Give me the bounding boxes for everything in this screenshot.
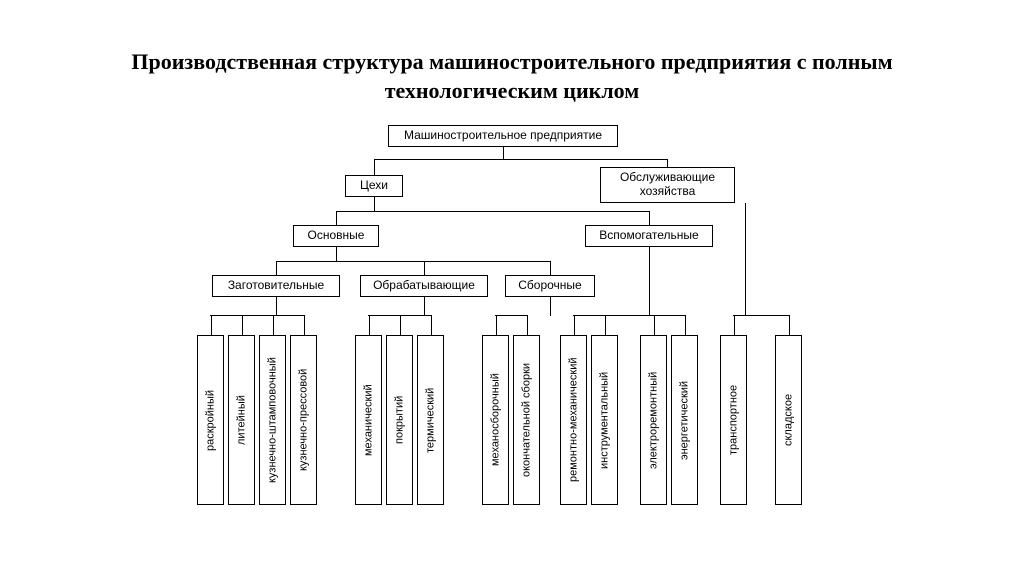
connector-v [374,159,375,176]
connector-v [685,315,686,336]
leaf-l13: транспортное [720,335,747,505]
connector-v [667,159,668,168]
leaf-l2: кузнечно-штамповочный [259,335,286,505]
connector-v [649,211,650,226]
diagram-title: Производственная структура машиностроите… [0,0,1024,125]
connector-v [369,315,370,336]
node-tsehi: Цехи [345,175,403,197]
connector-h [336,211,650,212]
leaf-l4: механический [355,335,382,505]
connector-h [573,315,685,316]
connector-v [276,261,277,276]
connector-v [304,315,305,336]
leaf-l11: электроремонтный [640,335,667,505]
connector-v [734,315,735,336]
leaf-l12: энергетический [671,335,698,505]
connector-v [654,315,655,336]
connector-v [745,203,746,316]
node-obr: Обрабатывающие [360,275,488,297]
connector-v [527,315,528,336]
connector-v [336,211,337,226]
connector-v [550,261,551,276]
leaf-l14: складское [775,335,802,505]
connector-v [605,315,606,336]
leaf-l0: раскройный [197,335,224,505]
connector-v [789,315,790,336]
connector-v [574,315,575,336]
node-sbor: Сборочные [505,275,595,297]
leaf-l1: литейный [228,335,255,505]
leaf-l10: инструментальный [591,335,618,505]
connector-v [211,315,212,336]
node-zag: Заготовительные [212,275,340,297]
connector-v [374,197,375,212]
connector-v [424,297,425,316]
connector-v [496,315,497,336]
connector-v [273,315,274,336]
connector-v [336,247,337,262]
connector-h [210,315,304,316]
node-root: Машиностроительное предприятие [388,125,618,147]
node-obsl: Обслуживающие хозяйства [600,167,735,203]
node-vsp: Вспомогательные [585,225,713,247]
connector-h [495,315,527,316]
leaf-l8: окончательной сборки [513,335,540,505]
connector-h [276,261,551,262]
leaf-l6: термический [417,335,444,505]
connector-h [733,315,789,316]
connector-v [400,315,401,336]
leaf-l9: ремонтно-механический [560,335,587,505]
leaf-l5: покрытий [386,335,413,505]
leaf-l7: механосборочный [482,335,509,505]
leaf-l3: кузнечно-прессовой [290,335,317,505]
connector-v [242,315,243,336]
connector-v [424,261,425,276]
connector-v [431,315,432,336]
node-osn: Основные [293,225,379,247]
connector-v [276,297,277,316]
connector-v [550,297,551,316]
connector-h [374,159,668,160]
org-chart: Машиностроительное предприятие Цехи Обслуж… [0,125,1024,545]
connector-v [649,247,650,316]
